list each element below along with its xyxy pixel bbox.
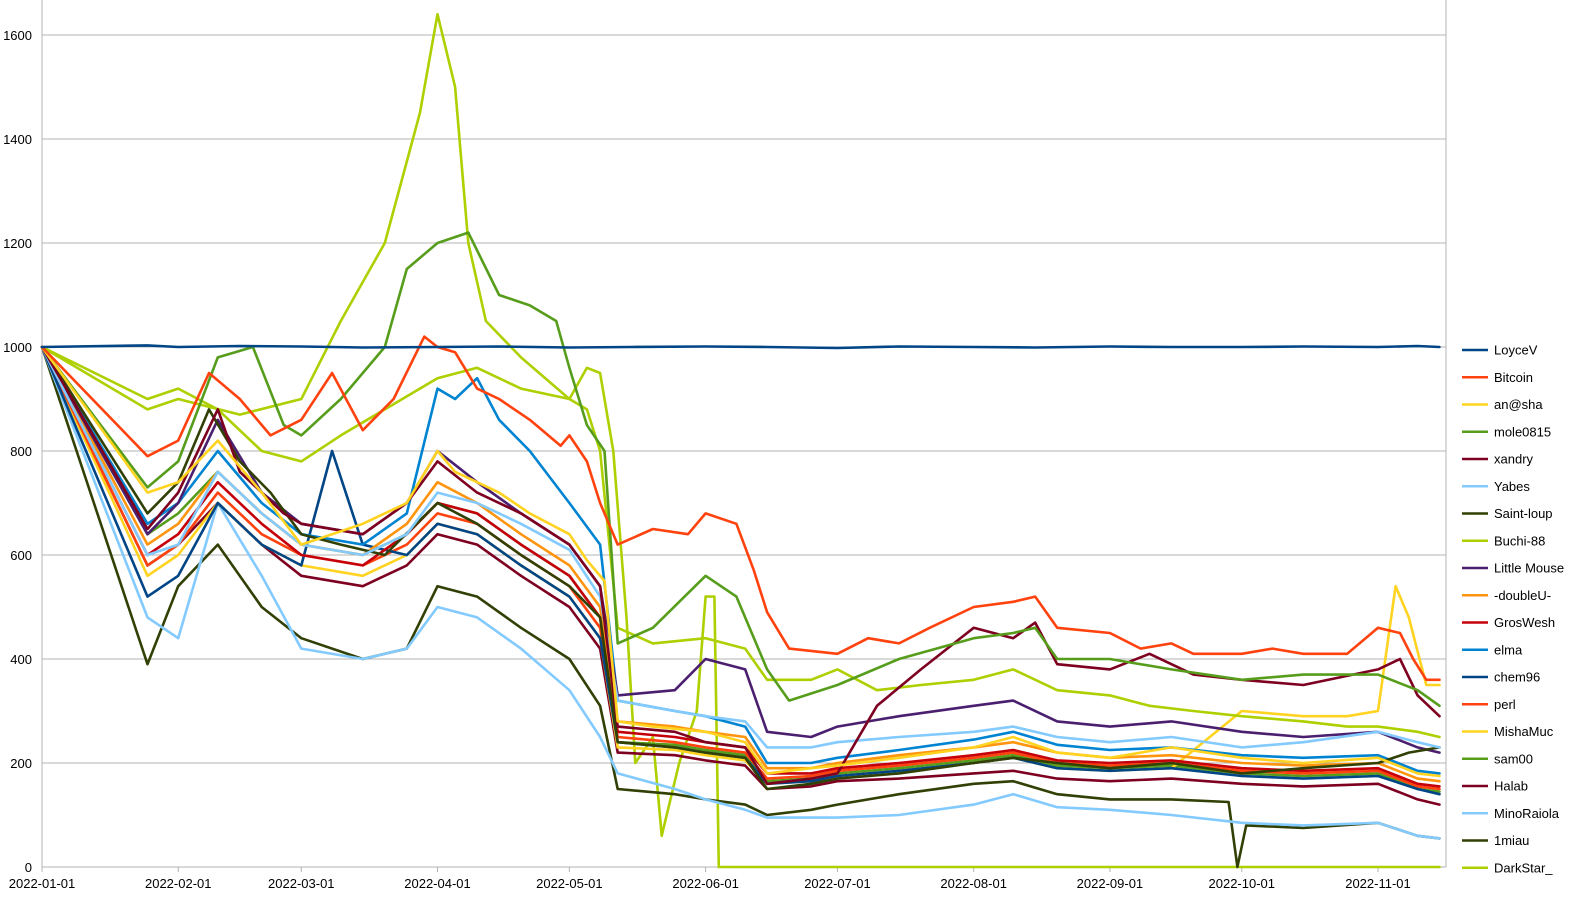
legend-item[interactable]: sam00	[1462, 751, 1533, 766]
legend-item[interactable]: perl	[1462, 697, 1516, 712]
legend-label: 1miau	[1494, 833, 1529, 848]
y-tick-label: 400	[10, 652, 32, 667]
x-tick-label: 2022-08-01	[940, 876, 1007, 891]
legend[interactable]: LoyceV Bitcoin an@sha mole0815 xandry Yabes Sa…	[1462, 343, 1564, 876]
y-tick-label: 600	[10, 548, 32, 563]
legend-label: perl	[1494, 697, 1516, 712]
legend-item[interactable]: xandry	[1462, 452, 1534, 467]
legend-item[interactable]: Bitcoin	[1462, 370, 1533, 385]
legend-item[interactable]: MinoRaiola	[1462, 806, 1560, 821]
series-line-buchi-88	[40, 345, 1441, 739]
series-line-bitcoin	[40, 335, 1441, 682]
legend-label: mole0815	[1494, 424, 1551, 439]
x-tick-label: 2022-10-01	[1209, 876, 1276, 891]
y-tick-label: 0	[25, 860, 32, 875]
y-tick-label: 1000	[3, 340, 32, 355]
legend-label: chem96	[1494, 670, 1540, 685]
legend-item[interactable]: DarkStar_	[1462, 860, 1553, 875]
series-lines	[40, 12, 1441, 869]
legend-item[interactable]: GrosWesh	[1462, 615, 1555, 630]
x-tick-label: 2022-09-01	[1077, 876, 1144, 891]
legend-label: Halab	[1494, 779, 1528, 794]
x-tick-label: 2022-02-01	[145, 876, 212, 891]
x-tick-label: 2022-11-01	[1345, 876, 1411, 891]
series-line-little-mouse	[40, 345, 1441, 754]
x-tick-label: 2022-01-01	[9, 876, 76, 891]
legend-item[interactable]: LoyceV	[1462, 343, 1538, 358]
legend-item[interactable]: Buchi-88	[1462, 533, 1545, 548]
y-tick-label: 200	[10, 756, 32, 771]
y-tick-label: 1400	[3, 132, 32, 147]
series-line-mole0815	[40, 231, 1441, 708]
legend-label: LoyceV	[1494, 343, 1538, 358]
legend-label: sam00	[1494, 751, 1533, 766]
x-tick-label: 2022-04-01	[404, 876, 471, 891]
x-axis-ticks: 2022-01-01 2022-02-01 2022-03-01 2022-04-01…	[9, 867, 1411, 891]
legend-item[interactable]: an@sha	[1462, 397, 1543, 412]
legend-label: MinoRaiola	[1494, 806, 1560, 821]
series-line-halab	[40, 345, 1441, 806]
x-tick-label: 2022-03-01	[268, 876, 335, 891]
legend-label: Yabes	[1494, 479, 1530, 494]
series-line-loycev	[40, 344, 1441, 350]
series-line-saint-loup	[40, 345, 1441, 791]
legend-label: GrosWesh	[1494, 615, 1555, 630]
y-tick-label: 1200	[3, 236, 32, 251]
legend-item[interactable]: -doubleU-	[1462, 588, 1551, 603]
legend-label: an@sha	[1494, 397, 1543, 412]
legend-label: elma	[1494, 642, 1523, 657]
legend-item[interactable]: 1miau	[1462, 833, 1529, 848]
y-tick-label: 1600	[3, 28, 32, 43]
legend-label: Buchi-88	[1494, 533, 1545, 548]
legend-item[interactable]: chem96	[1462, 670, 1540, 685]
x-tick-label: 2022-05-01	[536, 876, 603, 891]
legend-label: Little Mouse	[1494, 561, 1564, 576]
y-axis-ticks: 0 200 400 600 800 1000 1200 1400 1600	[3, 28, 32, 875]
legend-label: DarkStar_	[1494, 860, 1553, 875]
x-tick-label: 2022-07-01	[804, 876, 871, 891]
series-line-yabes	[40, 345, 1441, 749]
legend-label: Bitcoin	[1494, 370, 1533, 385]
series-line-xandry	[40, 345, 1441, 786]
series-line-an-sha	[40, 345, 1441, 778]
legend-item[interactable]: elma	[1462, 642, 1523, 657]
y-tick-label: 800	[10, 444, 32, 459]
legend-item[interactable]: Little Mouse	[1462, 561, 1564, 576]
legend-label: -doubleU-	[1494, 588, 1551, 603]
legend-item[interactable]: mole0815	[1462, 424, 1551, 439]
legend-item[interactable]: Yabes	[1462, 479, 1530, 494]
series-line-minoraiola	[40, 345, 1441, 840]
legend-label: Saint-loup	[1494, 506, 1553, 521]
legend-item[interactable]: Saint-loup	[1462, 506, 1553, 521]
legend-item[interactable]: Halab	[1462, 779, 1528, 794]
legend-label: xandry	[1494, 452, 1534, 467]
x-tick-label: 2022-06-01	[672, 876, 739, 891]
series-line-1miau	[40, 345, 1441, 869]
legend-item[interactable]: MishaMuc	[1462, 724, 1554, 739]
legend-label: MishaMuc	[1494, 724, 1554, 739]
